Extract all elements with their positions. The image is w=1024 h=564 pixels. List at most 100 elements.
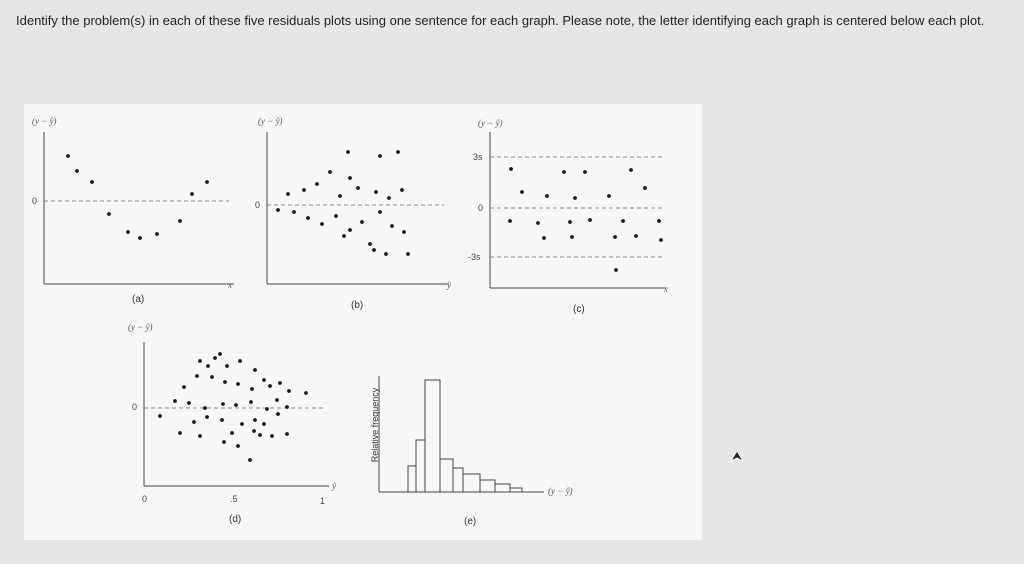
plot-d-point xyxy=(221,402,225,406)
plot-c-point xyxy=(562,170,566,174)
plot-d-point xyxy=(195,374,199,378)
plot-c xyxy=(489,132,666,289)
plot-b-point xyxy=(406,252,410,256)
plot-b-caption: (b) xyxy=(351,300,364,311)
plot-b-point xyxy=(348,228,352,232)
plot-e-bar xyxy=(415,439,426,493)
plot-a-point xyxy=(75,169,79,173)
plot-a-xlabel: x xyxy=(228,280,232,290)
plot-a-point xyxy=(107,212,111,216)
plot-b xyxy=(266,132,449,285)
plot-d-point xyxy=(252,429,256,433)
plot-b-point xyxy=(374,190,378,194)
plot-d-point xyxy=(192,420,196,424)
plot-d-point xyxy=(285,432,289,436)
plot-d-point xyxy=(275,398,279,402)
residual-plots-figure: (y − ŷ) 0 x (a) (y − ŷ) 0 ŷ (b) (y − ŷ) … xyxy=(24,104,702,540)
plot-b-point xyxy=(402,230,406,234)
plot-d-point xyxy=(248,458,252,462)
plot-d-point xyxy=(178,431,182,435)
plot-b-point xyxy=(320,222,324,226)
plot-d-point xyxy=(268,384,272,388)
question-text: Identify the problem(s) in each of these… xyxy=(16,13,985,28)
plot-d-point xyxy=(285,405,289,409)
plot-d-point xyxy=(203,406,207,410)
plot-c-point xyxy=(542,236,546,240)
plot-a-zero-label: 0 xyxy=(32,196,38,206)
plot-b-point xyxy=(390,224,394,228)
plot-d-point xyxy=(253,368,257,372)
plot-d-point xyxy=(250,387,254,391)
plot-d-point xyxy=(270,434,274,438)
plot-d-point xyxy=(240,422,244,426)
plot-d-point xyxy=(234,403,238,407)
plot-b-point xyxy=(378,154,382,158)
plot-d-point xyxy=(253,418,257,422)
plot-c-zero-label: 0 xyxy=(478,203,484,213)
residual-plots-svg xyxy=(43,132,666,493)
plot-d-point xyxy=(236,382,240,386)
plot-b-point xyxy=(372,248,376,252)
plot-c-point xyxy=(643,186,647,190)
plot-e-ylabel: Relative frequency xyxy=(370,387,380,463)
plot-e-caption: (e) xyxy=(464,516,477,527)
plot-a-point xyxy=(205,180,209,184)
plot-d-point xyxy=(223,380,227,384)
plot-e xyxy=(378,376,544,493)
plot-d-point xyxy=(187,401,191,405)
plot-d-zero-label: 0 xyxy=(132,402,138,412)
plot-b-point xyxy=(292,210,296,214)
plot-d-point xyxy=(213,356,217,360)
plot-b-point xyxy=(342,234,346,238)
plot-b-xlabel: ŷ xyxy=(447,280,451,290)
plot-b-point xyxy=(302,188,306,192)
plot-d-point xyxy=(198,359,202,363)
plot-c-point xyxy=(573,196,577,200)
plot-d xyxy=(143,342,329,487)
plot-b-point xyxy=(400,188,404,192)
plot-a-caption: (a) xyxy=(132,294,145,305)
plot-d-ylabel: (y − ŷ) xyxy=(128,322,153,332)
plot-c-caption: (c) xyxy=(573,304,585,315)
plot-e-bar xyxy=(494,483,511,493)
plot-c-point xyxy=(621,219,625,223)
plot-a-point xyxy=(155,232,159,236)
plot-d-point xyxy=(230,431,234,435)
plot-c-ylabel: (y − ŷ) xyxy=(478,118,503,128)
plot-d-point xyxy=(220,418,224,422)
plot-d-point xyxy=(304,391,308,395)
plot-d-point xyxy=(218,352,222,356)
plot-c-xlabel: x xyxy=(664,284,668,294)
plot-c-point xyxy=(570,235,574,239)
plot-b-point xyxy=(368,242,372,246)
plot-d-point xyxy=(225,364,229,368)
plot-d-caption: (d) xyxy=(229,514,242,525)
plot-b-point xyxy=(384,252,388,256)
plot-e-bar xyxy=(462,473,481,493)
plot-c-upper-label: 3s xyxy=(473,152,483,162)
plot-c-point xyxy=(583,170,587,174)
plot-e-bar xyxy=(407,465,417,493)
plot-e-bar xyxy=(452,467,464,493)
plot-c-point xyxy=(657,219,661,223)
plot-c-point xyxy=(588,218,592,222)
plot-a xyxy=(43,132,234,285)
plot-d-x1-label: 1 xyxy=(320,496,326,506)
plot-d-xlabel: ŷ xyxy=(332,481,336,491)
plot-b-point xyxy=(315,182,319,186)
plot-d-point xyxy=(222,440,226,444)
plot-e-xlabel: (y − ŷ) xyxy=(548,486,573,496)
plot-b-point xyxy=(378,210,382,214)
plot-b-point xyxy=(396,150,400,154)
plot-c-point xyxy=(509,167,513,171)
plot-d-point xyxy=(173,399,177,403)
plot-c-point xyxy=(659,238,663,242)
plot-d-point xyxy=(210,375,214,379)
plot-b-point xyxy=(328,170,332,174)
plot-c-point xyxy=(613,235,617,239)
plot-d-point xyxy=(249,400,253,404)
plot-b-point xyxy=(276,208,280,212)
plot-b-point xyxy=(334,214,338,218)
plot-d-point xyxy=(238,359,242,363)
plot-d-point xyxy=(205,415,209,419)
